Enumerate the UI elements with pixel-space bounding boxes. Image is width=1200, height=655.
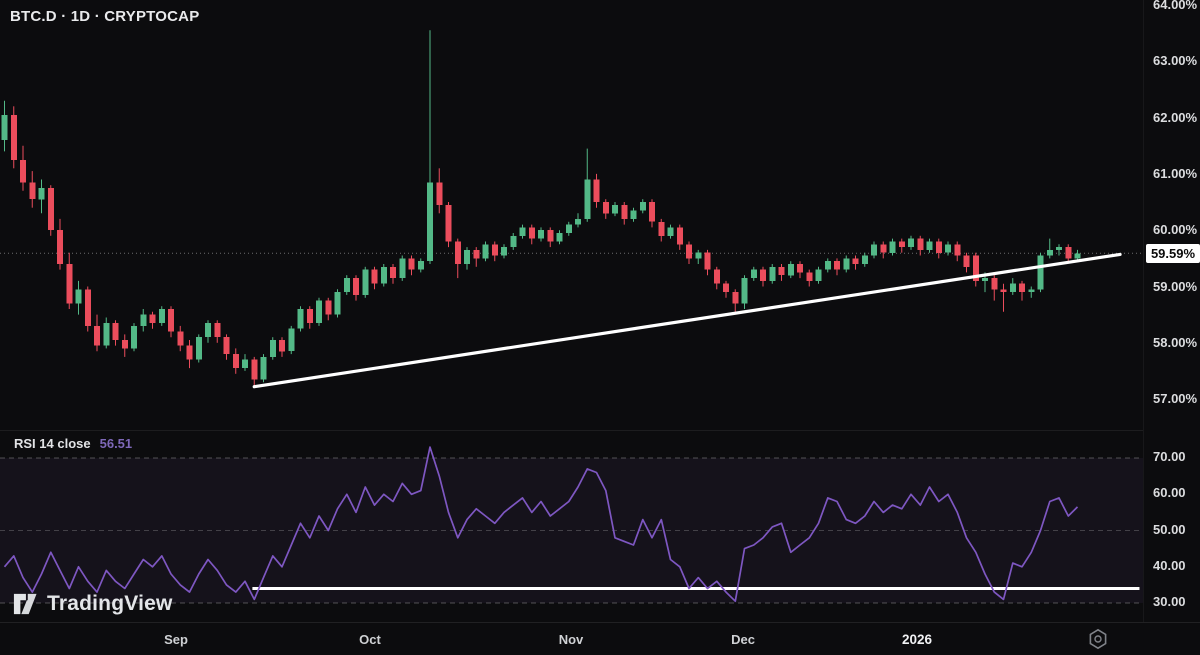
axis-tick-label: 50.00	[1153, 522, 1186, 537]
price-chart-pane[interactable]: BTC.D · 1D · CRYPTOCAP	[0, 0, 1143, 430]
time-axis-label: Sep	[164, 632, 188, 647]
price-axis[interactable]: 59.59% 64.00% 63.00% 62.00% 61.00% 60.00% 59.…	[1143, 0, 1200, 622]
time-axis-label: 2026	[901, 632, 933, 647]
hexagon-watermark-icon	[1087, 628, 1109, 650]
rsi-legend[interactable]: RSI 14 close 56.51	[14, 436, 132, 451]
rsi-legend-title: RSI 14 close	[14, 436, 91, 451]
rsi-legend-value: 56.51	[99, 436, 133, 451]
time-axis-label: Nov	[558, 632, 584, 647]
rsi-indicator-pane[interactable]: RSI 14 close 56.51	[0, 430, 1143, 623]
tradingview-brand-text: TradingView	[47, 592, 173, 615]
symbol-title[interactable]: BTC.D · 1D · CRYPTOCAP	[10, 8, 200, 25]
axis-tick-label: 62.00%	[1153, 110, 1198, 125]
axis-tick-label: 60.00%	[1153, 222, 1198, 237]
axis-tick-label: 70.00	[1153, 449, 1186, 464]
axis-tick-label: 59.00%	[1153, 279, 1198, 294]
time-axis-label: Dec	[731, 632, 755, 647]
rsi-canvas[interactable]	[0, 431, 1143, 623]
last-price-label: 59.59%	[1146, 244, 1200, 263]
axis-tick-label: 30.00	[1153, 594, 1186, 609]
axis-tick-label: 57.00%	[1153, 391, 1198, 406]
axis-tick-label: 63.00%	[1153, 53, 1198, 68]
axis-tick-label: 40.00	[1153, 558, 1186, 573]
axis-tick-label: 60.00	[1153, 485, 1186, 500]
tradingview-logo-icon	[13, 593, 37, 615]
axis-tick-label: 58.00%	[1153, 335, 1198, 350]
axis-tick-label: 64.00%	[1153, 0, 1198, 12]
tradingview-logo-link[interactable]: TradingView	[12, 592, 173, 616]
time-axis[interactable]: Sep Oct Nov Dec 2026	[0, 622, 1200, 655]
axis-tick-label: 61.00%	[1153, 166, 1198, 181]
candlestick-canvas[interactable]	[0, 0, 1143, 430]
time-axis-label: Oct	[359, 632, 381, 647]
